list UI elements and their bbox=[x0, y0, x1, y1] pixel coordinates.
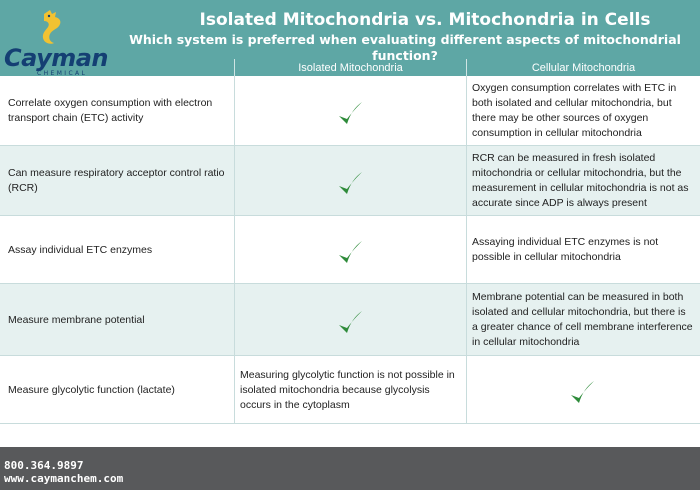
table-row: Assay individual ETC enzymes Assaying in… bbox=[0, 216, 700, 284]
footer-phone: 800.364.9897 bbox=[4, 459, 84, 472]
page-title: Isolated Mitochondria vs. Mitochondria i… bbox=[199, 10, 651, 30]
cellular-cell: Membrane potential can be measured in bo… bbox=[472, 291, 693, 348]
checkmark-icon bbox=[339, 102, 362, 124]
checkmark-icon bbox=[339, 241, 362, 263]
footer-bar: 800.364.9897 www.caymanchem.com bbox=[0, 447, 700, 490]
page-subtitle: Which system is preferred when evaluatin… bbox=[129, 32, 681, 63]
column-divider bbox=[466, 76, 467, 424]
checkmark-icon bbox=[339, 172, 362, 194]
seahorse-icon bbox=[42, 10, 61, 44]
column-headers: Isolated Mitochondria Cellular Mitochond… bbox=[0, 59, 700, 76]
aspect-cell: Can measure respiratory acceptor control… bbox=[8, 167, 225, 194]
table-row: Measure membrane potential Membrane pote… bbox=[0, 284, 700, 356]
cayman-logo: Cayman CHEMICAL bbox=[4, 8, 109, 77]
table-row: Correlate oxygen consumption with electr… bbox=[0, 76, 700, 146]
isolated-cell: Measuring glycolytic function is not pos… bbox=[240, 368, 455, 411]
cellular-cell: RCR can be measured in fresh isolated mi… bbox=[472, 152, 689, 209]
header-banner: Cayman CHEMICAL Isolated Mitochondria vs… bbox=[0, 0, 700, 77]
cellular-cell: Assaying individual ETC enzymes is not p… bbox=[472, 236, 659, 263]
cellular-cell: Oxygen consumption correlates with ETC i… bbox=[472, 82, 677, 139]
column-divider bbox=[234, 76, 235, 424]
aspect-cell: Measure membrane potential bbox=[8, 313, 145, 326]
logo-subtext: CHEMICAL bbox=[37, 70, 88, 77]
aspect-cell: Correlate oxygen consumption with electr… bbox=[8, 97, 213, 124]
column-header-isolated: Isolated Mitochondria bbox=[234, 59, 466, 76]
footer-website: www.caymanchem.com bbox=[4, 472, 124, 485]
logo-wordmark: Cayman bbox=[4, 44, 109, 72]
aspect-cell: Measure glycolytic function (lactate) bbox=[8, 383, 175, 396]
aspect-cell: Assay individual ETC enzymes bbox=[8, 243, 153, 256]
table-row: Can measure respiratory acceptor control… bbox=[0, 146, 700, 216]
checkmark-icon bbox=[571, 381, 594, 403]
checkmark-icon bbox=[339, 311, 362, 333]
column-header-cellular: Cellular Mitochondria bbox=[466, 59, 700, 76]
table-row: Measure glycolytic function (lactate) Me… bbox=[0, 356, 700, 424]
